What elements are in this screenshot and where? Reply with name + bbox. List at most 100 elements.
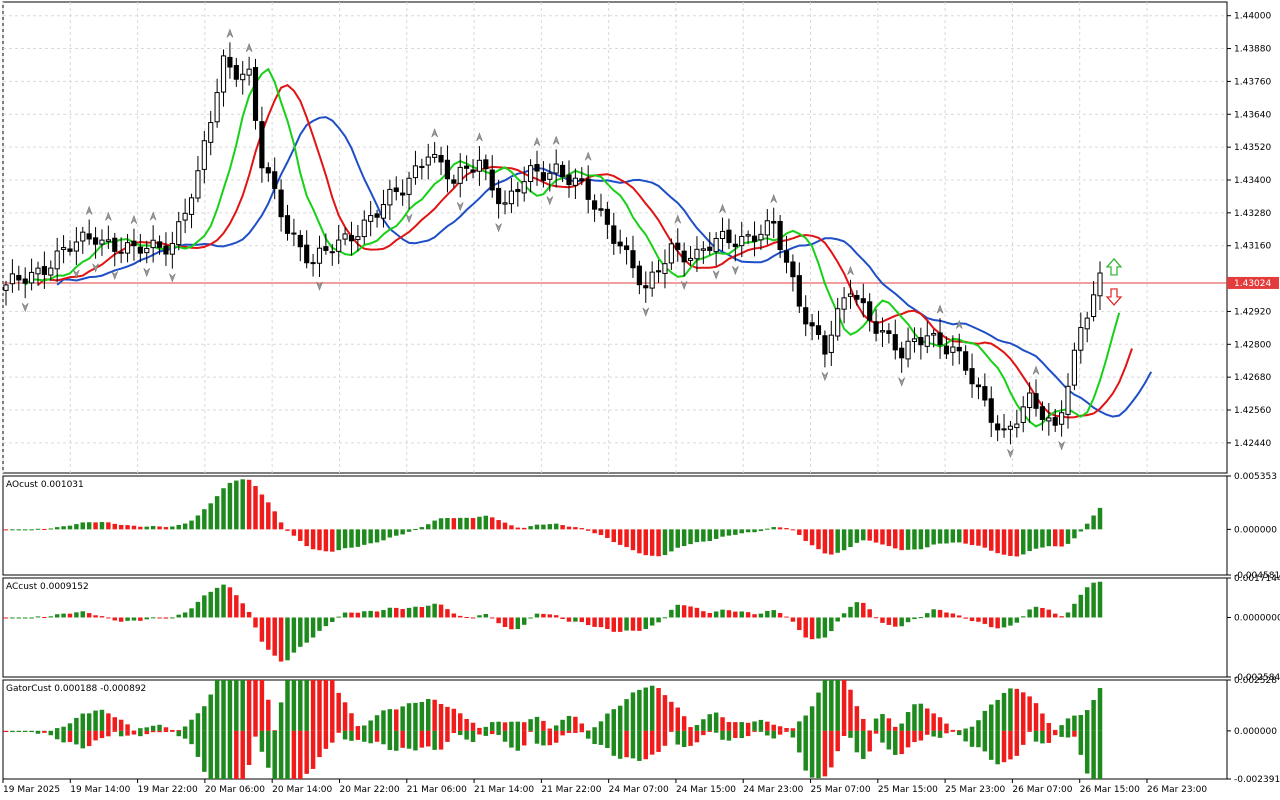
gator-bar-down	[483, 730, 489, 736]
candle-body	[483, 159, 489, 170]
ac-bar	[86, 613, 92, 618]
ao-bar	[266, 502, 271, 530]
candle-body	[777, 220, 783, 250]
ac-bar	[3, 617, 9, 619]
ao-bar	[605, 529, 610, 539]
candle-body	[342, 233, 348, 240]
ao-bar	[426, 524, 431, 530]
gator-bar-up	[515, 721, 521, 731]
gator-bar-down	[803, 730, 808, 771]
candle-body	[48, 267, 54, 276]
gator-bar-up	[547, 728, 553, 731]
ac-bar	[611, 617, 617, 632]
fractal-down-icon	[1007, 449, 1014, 459]
gator-bar-down	[784, 730, 789, 732]
gator-oscillator-panel[interactable]: 0.002528 0.000000 -0.002391 GatorCust 0.000…	[2, 676, 1280, 785]
candle-body	[643, 285, 649, 289]
gator-bar-up	[1001, 692, 1007, 731]
candle-body	[355, 236, 361, 241]
gator-bar-up	[1072, 715, 1077, 731]
gator-bar-down	[432, 730, 437, 750]
oscillator-label: GatorCust 0.000188 -0.000892	[6, 684, 146, 694]
candle-body	[278, 189, 284, 218]
ao-bar	[246, 479, 252, 530]
gator-bar-up	[470, 722, 476, 731]
ao-bar	[214, 496, 220, 530]
gator-bar-up	[873, 718, 879, 731]
candle-body	[265, 167, 271, 174]
ao-oscillator-panel[interactable]: 0.005353 0.000000 -0.004581 AOcust 0.001031	[2, 472, 1280, 581]
candle-body	[67, 248, 73, 252]
candle-body	[630, 250, 636, 269]
ac-bar	[841, 613, 847, 618]
candle-body	[323, 246, 329, 251]
osc-tick-label: 0.0000000	[1234, 613, 1280, 623]
gator-bar-down	[918, 730, 924, 741]
candle-body	[803, 307, 809, 325]
ac-bar	[566, 617, 572, 622]
fractal-down-icon	[732, 266, 739, 276]
ac-bar	[93, 615, 98, 618]
candle-body	[291, 232, 297, 235]
ac-oscillator-panel[interactable]: 0.0017144 0.0000000 -0.0025848 ACcust 0.000…	[2, 574, 1280, 683]
gator-bar-down	[438, 730, 444, 750]
candle-body	[246, 68, 252, 76]
gator-bar-up	[266, 699, 271, 731]
candle-body	[700, 248, 706, 251]
gator-bar-down	[304, 730, 309, 774]
gator-bar-down	[138, 730, 143, 737]
gator-bar-down	[643, 730, 649, 760]
gator-bar-up	[298, 680, 303, 731]
gator-bar-up	[669, 701, 674, 731]
ac-bar	[803, 617, 808, 638]
gator-bar-down	[899, 730, 904, 755]
candle-body	[1033, 393, 1039, 409]
gator-bar-down	[381, 730, 386, 745]
gator-bar-down	[1059, 730, 1064, 737]
ao-bar	[918, 529, 924, 550]
ac-bar	[1001, 617, 1007, 628]
gator-bar-down	[419, 730, 425, 748]
gator-bar-up	[579, 723, 585, 731]
gator-bar-up	[611, 709, 617, 731]
candle-body	[719, 230, 726, 240]
ao-bar	[669, 529, 674, 552]
price-tick-label: 1.42920	[1234, 307, 1271, 317]
ao-bar	[841, 529, 847, 551]
gator-bar-down	[240, 730, 245, 779]
ac-bar	[131, 617, 137, 621]
fractal-up-icon	[552, 135, 560, 145]
candle-body	[745, 234, 751, 237]
ac-bar	[278, 617, 284, 662]
gator-bar-up	[426, 699, 431, 731]
oscillator-label: AOcust 0.001031	[6, 480, 84, 490]
ao-bar	[22, 529, 28, 531]
gator-bar-down	[809, 730, 815, 778]
ao-bar	[298, 529, 303, 541]
gator-bar-down	[579, 730, 585, 733]
price-panel[interactable]	[2, 1, 1228, 779]
price-tick-label: 1.42800	[1234, 340, 1271, 350]
gator-bar-down	[227, 730, 233, 779]
ao-bar	[1072, 529, 1077, 539]
ac-bar	[950, 613, 956, 618]
ao-bar	[816, 529, 821, 550]
gator-bar-down	[61, 730, 66, 743]
price-tick-label: 1.43400	[1234, 176, 1271, 186]
gator-bar-up	[733, 722, 738, 731]
ac-bar	[598, 617, 604, 628]
candle-body	[649, 271, 655, 289]
candle-body	[1001, 428, 1007, 431]
candle-body	[726, 229, 732, 244]
ao-bar	[157, 526, 162, 530]
ao-bar	[125, 525, 130, 530]
gator-bar-up	[816, 692, 821, 731]
gator-bar-up	[880, 714, 885, 731]
ac-bar	[16, 617, 22, 619]
gator-bar-up	[477, 727, 482, 731]
candle-body	[188, 197, 195, 215]
candle-body	[419, 165, 425, 168]
gator-bar-down	[1001, 730, 1007, 763]
ac-bar	[905, 617, 911, 623]
